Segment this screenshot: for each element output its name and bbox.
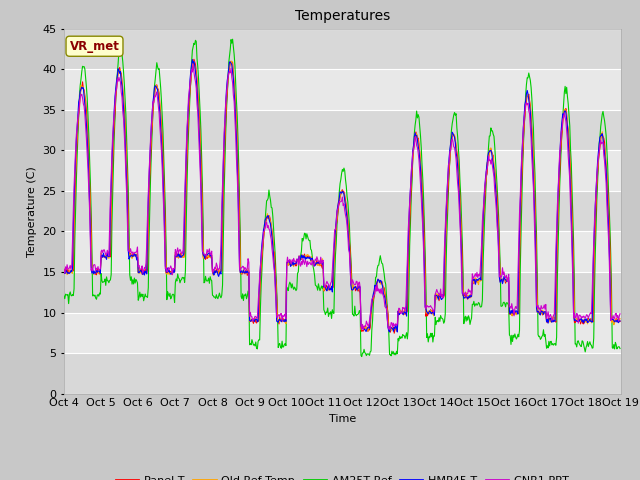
Bar (64, 110, 621, 150)
Bar (64, 272, 621, 312)
Text: VR_met: VR_met (70, 40, 120, 53)
Bar (64, 29, 621, 69)
Bar (64, 69, 621, 110)
Bar (64, 191, 621, 231)
Y-axis label: Temperature (C): Temperature (C) (27, 166, 36, 257)
Bar (64, 150, 621, 191)
Bar (64, 312, 621, 353)
Legend: Panel T, Old Ref Temp, AM25T Ref, HMP45 T, CNR1 PRT: Panel T, Old Ref Temp, AM25T Ref, HMP45 … (112, 471, 573, 480)
Bar (64, 231, 621, 272)
Title: Temperatures: Temperatures (295, 10, 390, 24)
X-axis label: Time: Time (329, 414, 356, 424)
Bar (64, 353, 621, 394)
